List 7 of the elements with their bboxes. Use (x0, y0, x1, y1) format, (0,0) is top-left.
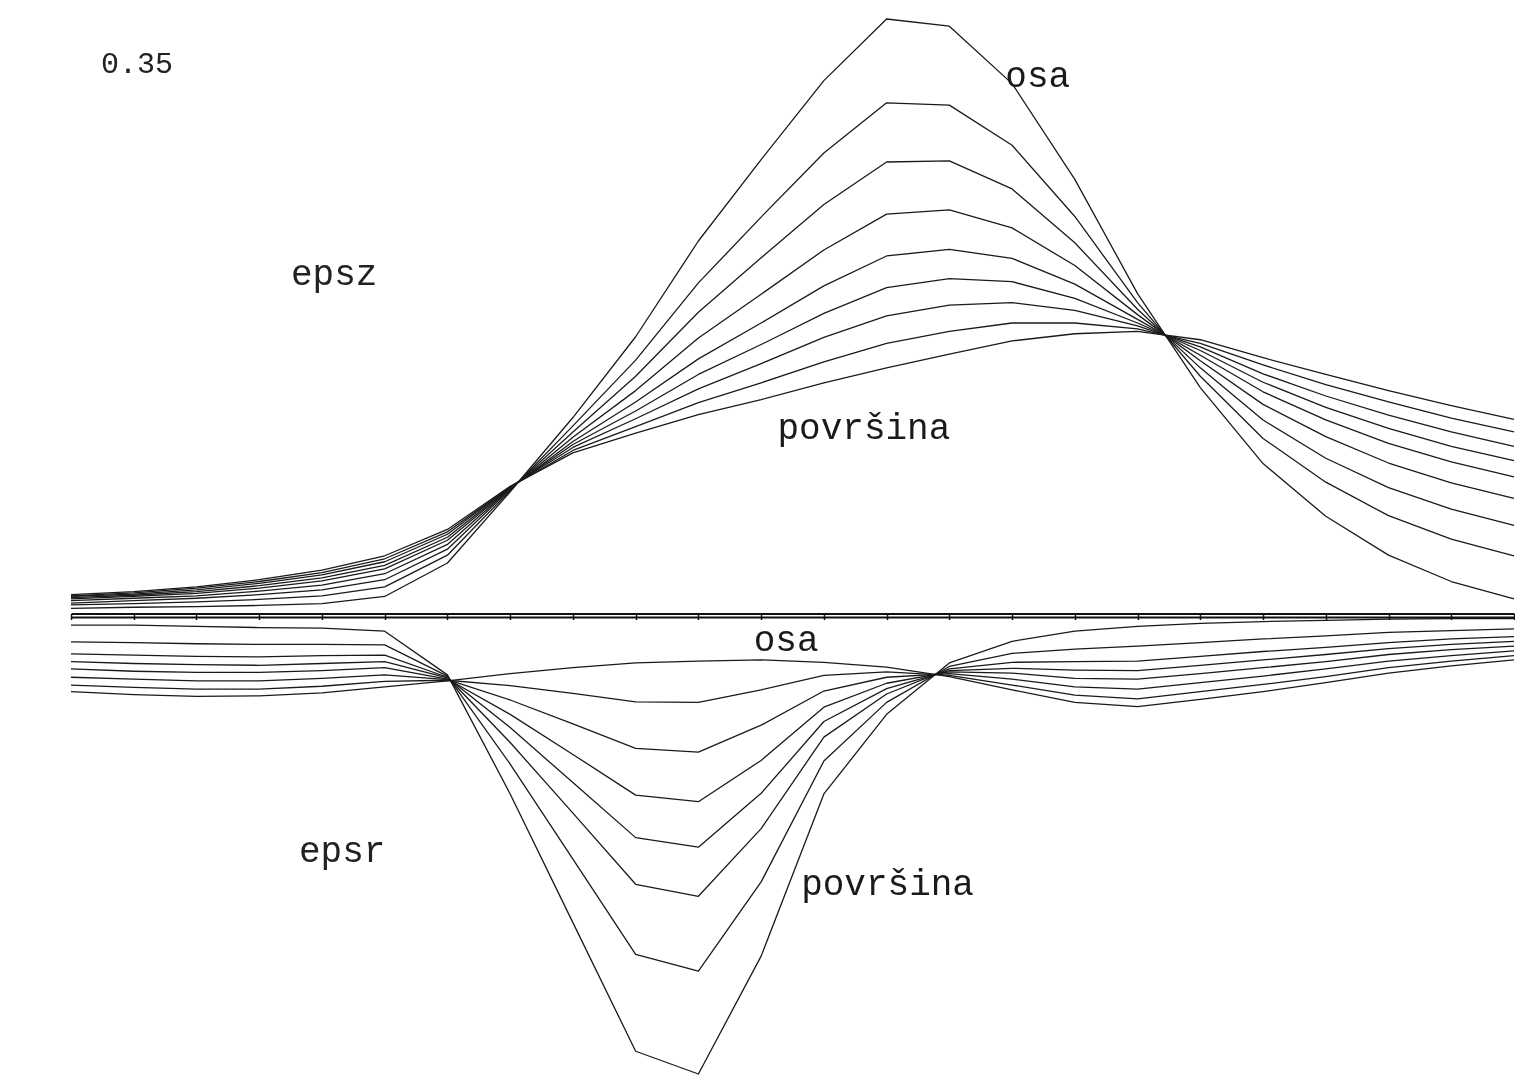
annotation: 0.35 (101, 48, 174, 82)
annotation: epsr (299, 832, 386, 873)
series-label: površina (801, 865, 974, 907)
legend-label: osa (753, 620, 819, 662)
annotation: epsz (291, 255, 378, 296)
series-label: osa (1005, 57, 1071, 99)
series-label: površina (777, 408, 951, 450)
